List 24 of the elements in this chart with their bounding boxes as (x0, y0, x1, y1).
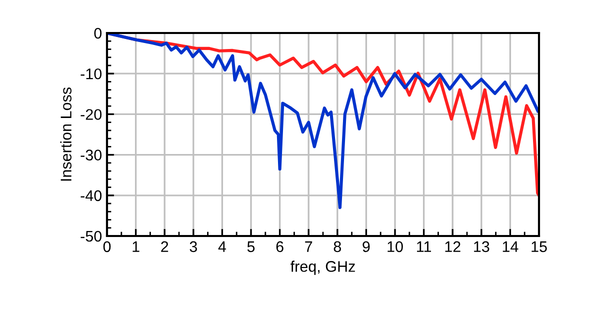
x-tick-label: 12 (445, 241, 460, 252)
x-tick-label: 6 (276, 241, 284, 252)
x-tick-label: 4 (218, 241, 226, 252)
x-tick-label: 5 (247, 241, 255, 252)
x-tick-label: 8 (334, 241, 341, 252)
x-tick-label: 10 (388, 241, 403, 252)
y-tick-label: -30 (80, 150, 102, 160)
x-tick-label: 7 (305, 241, 312, 252)
y-tick-label: -40 (80, 190, 102, 202)
x-tick-label: 15 (532, 241, 547, 252)
y-axis-title: Insertion Loss (60, 87, 72, 181)
x-tick-label: 9 (362, 241, 370, 252)
x-tick-label: 1 (132, 241, 140, 252)
x-tick-label: 2 (161, 241, 168, 252)
y-tick-label: -10 (80, 68, 102, 80)
y-tick-label: 0 (94, 28, 102, 39)
y-tick-label: -20 (80, 109, 102, 120)
x-tick-label: 3 (190, 241, 197, 252)
x-tick-label: 11 (417, 241, 431, 252)
x-tick-label: 13 (474, 241, 490, 252)
x-axis-title: freq, GHz (290, 260, 355, 275)
x-tick-label: 14 (502, 241, 518, 252)
y-tick-label: -50 (80, 230, 102, 242)
x-tick-label: 0 (103, 241, 111, 252)
